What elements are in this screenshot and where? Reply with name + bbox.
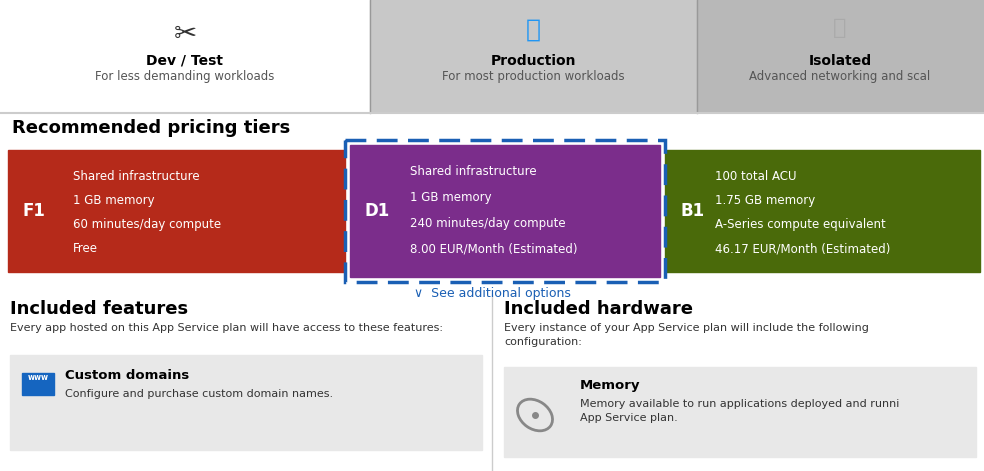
Text: 240 minutes/day compute: 240 minutes/day compute [410,217,566,230]
Text: F1: F1 [23,202,46,220]
Text: Recommended pricing tiers: Recommended pricing tiers [12,119,290,137]
Bar [0,0,370,113]
Text: Shared infrastructure: Shared infrastructure [73,170,200,183]
Bar [345,140,665,282]
Text: Included features: Included features [10,300,188,318]
Text: configuration:: configuration: [504,337,582,347]
Bar [10,355,482,450]
Text: For most production workloads: For most production workloads [442,70,624,83]
Text: Configure and purchase custom domain names.: Configure and purchase custom domain nam… [65,389,334,399]
Text: Dev / Test: Dev / Test [147,54,223,68]
Text: Isolated: Isolated [809,54,872,68]
Bar [350,145,660,277]
Text: App Service plan.: App Service plan. [580,413,678,423]
Bar [665,150,980,272]
Text: Shared infrastructure: Shared infrastructure [410,165,536,178]
Text: ∨  See additional options: ∨ See additional options [413,287,571,300]
Text: D1: D1 [365,202,391,220]
Text: 46.17 EUR/Month (Estimated): 46.17 EUR/Month (Estimated) [715,242,891,255]
Text: B1: B1 [680,202,705,220]
Text: Every instance of your App Service plan will include the following: Every instance of your App Service plan … [504,323,869,333]
Text: For less demanding workloads: For less demanding workloads [95,70,275,83]
Text: 🧴: 🧴 [525,18,540,42]
Text: www: www [28,373,48,382]
Text: Memory available to run applications deployed and runni: Memory available to run applications dep… [580,399,899,409]
Bar [370,0,697,113]
Text: Custom domains: Custom domains [65,369,189,382]
Bar [0,295,984,471]
Text: ✂: ✂ [173,20,197,48]
Text: 8.00 EUR/Month (Estimated): 8.00 EUR/Month (Estimated) [410,243,578,256]
Text: 1.75 GB memory: 1.75 GB memory [715,194,816,207]
Text: Memory: Memory [580,379,641,392]
Text: Advanced networking and scal: Advanced networking and scal [750,70,931,83]
Bar [8,150,345,272]
Text: 100 total ACU: 100 total ACU [715,170,796,183]
Text: Every app hosted on this App Service plan will have access to these features:: Every app hosted on this App Service pla… [10,323,443,333]
Bar [22,373,54,395]
Text: 🖥: 🖥 [833,18,846,38]
Text: 1 GB memory: 1 GB memory [73,194,154,207]
Text: Free: Free [73,242,98,255]
Bar [0,113,984,148]
Bar [504,367,976,457]
Text: 1 GB memory: 1 GB memory [410,191,492,204]
Text: Production: Production [490,54,576,68]
Text: 60 minutes/day compute: 60 minutes/day compute [73,218,221,231]
Text: Included hardware: Included hardware [504,300,693,318]
Bar [697,0,984,113]
Text: A-Series compute equivalent: A-Series compute equivalent [715,218,886,231]
